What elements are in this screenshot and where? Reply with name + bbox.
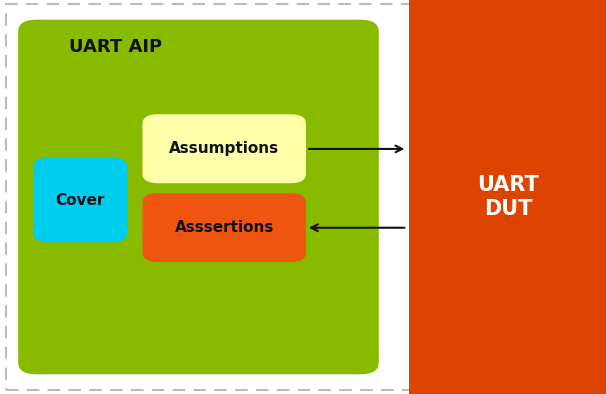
Text: Asssertions: Asssertions <box>175 220 274 235</box>
Text: Cover: Cover <box>56 193 105 208</box>
FancyBboxPatch shape <box>18 20 379 374</box>
Bar <box>409 0 606 394</box>
FancyBboxPatch shape <box>142 114 306 183</box>
FancyBboxPatch shape <box>33 158 127 242</box>
FancyBboxPatch shape <box>142 193 306 262</box>
Text: UART AIP: UART AIP <box>68 38 162 56</box>
Text: UART
DUT: UART DUT <box>477 175 539 219</box>
Text: Assumptions: Assumptions <box>169 141 279 156</box>
